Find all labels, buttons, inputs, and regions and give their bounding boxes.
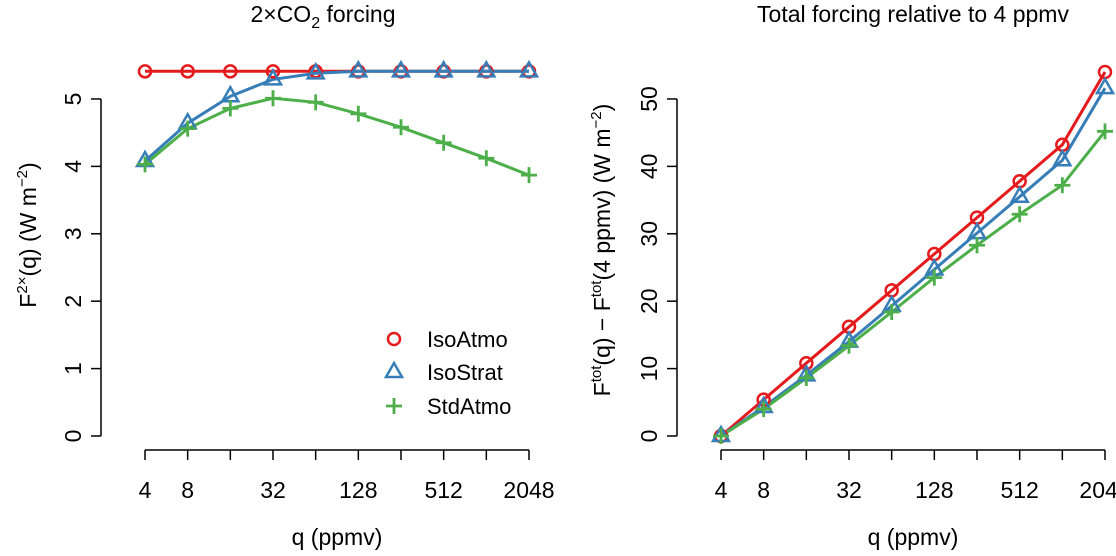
data-point-isoatmo [223, 64, 238, 79]
data-point-isostrat [262, 67, 284, 86]
data-point-stdatmo [926, 269, 943, 286]
y-tick-label: 2 [60, 295, 86, 308]
data-point-isostrat [305, 61, 326, 80]
left-title: 2×CO2 forcing [250, 1, 395, 32]
x-tick-label: 2048 [503, 477, 554, 503]
data-point-isostrat [433, 59, 454, 78]
data-point-stdatmo [521, 167, 537, 184]
right-y-axis-label: Ftot(q) − Ftot(4 ppmv) (W m−2) [588, 104, 615, 397]
data-point-stdatmo [1011, 206, 1028, 223]
data-point-isoatmo [137, 64, 153, 79]
series-line-stdatmo [144, 96, 530, 177]
legend-plus-marker [386, 398, 402, 414]
data-point-isoatmo [180, 64, 195, 79]
x-tick-label: 128 [915, 477, 953, 503]
y-tick-label: 50 [636, 86, 662, 112]
legend-label-isostrat: IsoStrat [427, 360, 503, 385]
right-x-axis-label: q (ppmv) [868, 524, 959, 550]
y-tick-label: 1 [60, 362, 86, 375]
data-point-stdatmo [478, 150, 495, 167]
data-point-stdatmo [350, 105, 367, 122]
right-plot-area: 4 8 32 128 512 2048 0 10 20 30 40 50 [636, 64, 1116, 503]
data-point-isostrat [1009, 185, 1030, 203]
data-point-stdatmo [137, 156, 153, 173]
x-tick-label: 512 [1000, 477, 1038, 503]
left-x-axis-label: q (ppmv) [292, 524, 383, 550]
series-line-stdatmo [720, 130, 1107, 438]
x-tick-label: 128 [339, 477, 377, 503]
data-point-isostrat [1094, 76, 1116, 95]
data-point-isostrat [476, 59, 497, 78]
x-tick-label: 32 [836, 477, 862, 503]
right-title: Total forcing relative to 4 ppmv [757, 1, 1069, 27]
data-point-stdatmo [713, 428, 729, 444]
data-point-stdatmo [883, 303, 900, 320]
data-point-isostrat [1052, 148, 1073, 167]
data-point-stdatmo [841, 337, 857, 354]
x-tick-label: 4 [715, 477, 728, 503]
left-plot-area: 4 8 32 128 512 2048 0 1 2 3 4 5 [60, 59, 555, 503]
data-point-isostrat [966, 221, 988, 240]
data-point-stdatmo [222, 100, 239, 117]
data-point-isostrat [348, 59, 369, 78]
x-tick-label: 4 [139, 477, 152, 503]
y-tick-label: 5 [60, 93, 86, 106]
legend-label-stdatmo: StdAtmo [427, 394, 511, 419]
y-tick-label: 20 [636, 288, 662, 314]
data-point-stdatmo [179, 120, 196, 137]
series-line-isoatmo [720, 71, 1107, 438]
data-point-stdatmo [265, 90, 281, 107]
x-tick-label: 8 [181, 477, 194, 503]
data-point-isoatmo [799, 355, 814, 371]
left-panel: 2×CO2 forcing 4 8 32 128 512 2048 0 1 2 3 4 5 q (pp… [14, 1, 555, 550]
x-tick-label: 8 [757, 477, 770, 503]
legend-circle-marker [386, 331, 402, 347]
right-panel: Total forcing relative to 4 ppmv 4 8 32 128… [588, 1, 1116, 550]
legend-label-isoatmo: IsoAtmo [427, 327, 508, 352]
data-point-stdatmo [393, 119, 409, 136]
y-tick-label: 10 [636, 356, 662, 382]
y-tick-label: 3 [60, 227, 86, 240]
x-tick-label: 512 [424, 477, 462, 503]
y-tick-label: 40 [636, 154, 662, 180]
left-y-axis-label: F2×(q) (W m−2) [14, 162, 41, 307]
x-tick-label: 32 [260, 477, 286, 503]
y-tick-label: 4 [60, 160, 86, 173]
data-point-stdatmo [1054, 177, 1071, 194]
series-line-isostrat [144, 69, 529, 163]
data-point-isoatmo [265, 64, 281, 79]
series-line-isostrat [720, 87, 1107, 438]
data-point-stdatmo [1097, 123, 1113, 140]
data-point-stdatmo [969, 237, 985, 254]
data-point-stdatmo [798, 370, 815, 387]
data-point-stdatmo [435, 134, 452, 151]
data-point-isostrat [518, 59, 540, 78]
y-tick-label: 0 [636, 430, 662, 443]
legend-triangle-marker [383, 360, 405, 379]
data-point-stdatmo [755, 401, 772, 418]
legend: IsoAtmo IsoStrat StdAtmo [383, 327, 511, 419]
x-tick-label: 2048 [1079, 477, 1116, 503]
data-point-stdatmo [307, 94, 324, 111]
data-point-isostrat [390, 59, 412, 78]
y-tick-label: 30 [636, 221, 662, 247]
y-tick-label: 0 [60, 430, 86, 443]
